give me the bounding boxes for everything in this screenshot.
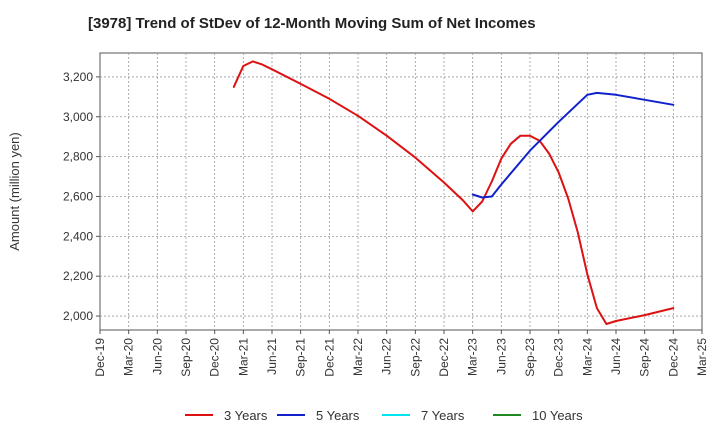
x-tick-label: Sep-20 (179, 338, 193, 377)
x-tick-label: Dec-21 (322, 338, 336, 377)
x-tick-label: Sep-21 (294, 338, 308, 377)
y-tick-label: 2,600 (63, 189, 93, 203)
x-tick-label: Dec-24 (666, 338, 680, 377)
y-tick-label: 3,200 (63, 70, 93, 84)
x-tick-label: Jun-23 (494, 338, 508, 375)
x-tick-label: Mar-23 (466, 338, 480, 376)
x-tick-label: Jun-24 (609, 338, 623, 375)
x-tick-label: Sep-23 (523, 338, 537, 377)
plot-area (99, 52, 703, 331)
x-tick-label: Dec-20 (208, 338, 222, 377)
legend-label-10-years: 10 Years (532, 408, 583, 423)
x-tick-label: Dec-23 (552, 338, 566, 377)
y-axis-title: Amount (million yen) (7, 132, 22, 251)
x-tick-label: Mar-22 (351, 338, 365, 376)
x-tick-label: Dec-19 (93, 338, 107, 377)
legend-label-3-years: 3 Years (224, 408, 268, 423)
y-tick-label: 2,000 (63, 309, 93, 323)
chart-title: [3978] Trend of StDev of 12-Month Moving… (88, 15, 536, 32)
legend-label-5-years: 5 Years (316, 408, 360, 423)
x-tick-label: Mar-21 (236, 338, 250, 376)
x-tick-label: Jun-21 (265, 338, 279, 375)
series-line-5-years (471, 91, 675, 199)
legend-label-7-years: 7 Years (421, 408, 465, 423)
x-tick-label: Dec-22 (437, 338, 451, 377)
y-tick-label: 2,200 (63, 269, 93, 283)
x-tick-label: Mar-20 (122, 338, 136, 376)
y-tick-label: 2,800 (63, 150, 93, 164)
x-tick-label: Jun-22 (380, 338, 394, 375)
x-tick-label: Mar-25 (695, 338, 709, 376)
y-tick-label: 2,400 (63, 229, 93, 243)
series-line-3-years (232, 60, 675, 325)
x-tick-label: Sep-22 (408, 338, 422, 377)
x-tick-label: Jun-20 (150, 338, 164, 375)
y-tick-label: 3,000 (63, 110, 93, 124)
x-tick-label: Mar-24 (580, 338, 594, 376)
x-tick-label: Sep-24 (638, 338, 652, 377)
